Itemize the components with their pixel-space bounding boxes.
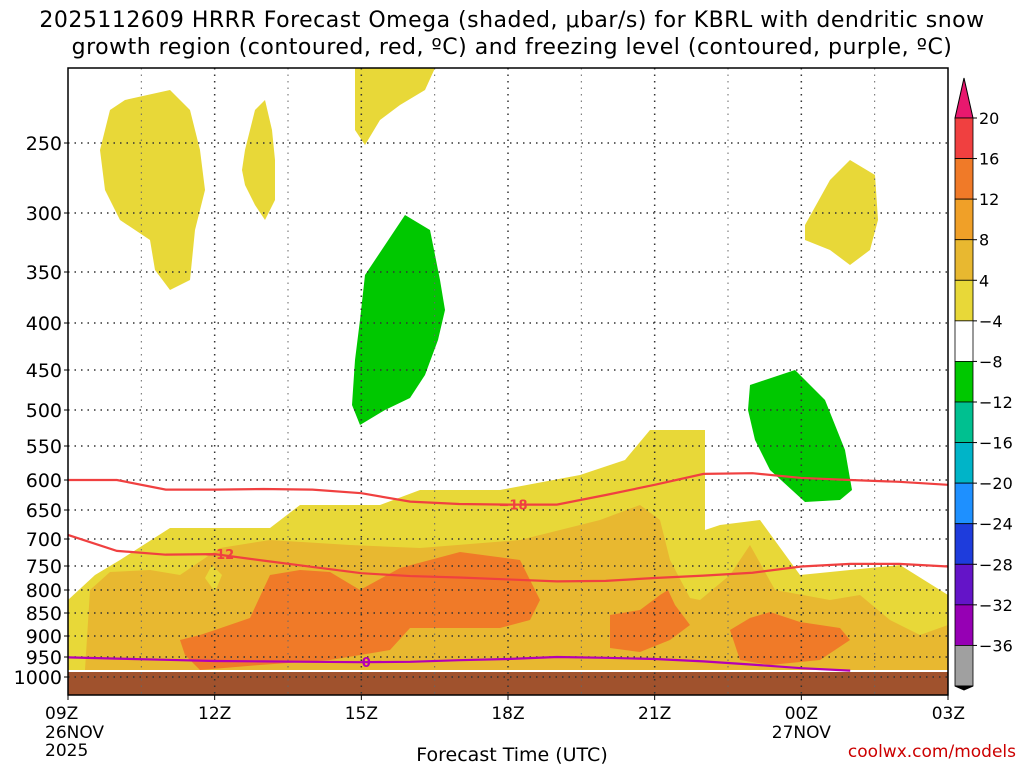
chart-title-line-1: 2025112609 HRRR Forecast Omega (shaded, … bbox=[39, 8, 985, 33]
y-tick-label: 800 bbox=[26, 580, 62, 602]
x-tick-label: 15Z bbox=[345, 704, 378, 724]
colorbar-band bbox=[954, 401, 974, 443]
y-tick-label: 700 bbox=[26, 529, 62, 551]
x-tick-label: 09Z bbox=[45, 704, 78, 724]
omega-neg4-neg8-cell-15z bbox=[352, 215, 445, 425]
omega-12-16-core-15z bbox=[180, 552, 540, 670]
y-tick-label: 750 bbox=[26, 556, 62, 578]
isotherm-0-line bbox=[68, 472, 949, 506]
colorbar-label: −4 bbox=[979, 312, 1003, 331]
y-tick-label: 400 bbox=[26, 313, 62, 335]
colorbar-band bbox=[954, 604, 974, 646]
colorbar-band bbox=[954, 320, 974, 362]
x-tick-sublabel: 26NOV bbox=[45, 723, 104, 743]
colorbar-band bbox=[954, 442, 974, 484]
y-tick-label: 300 bbox=[26, 203, 62, 225]
x-tick-label: 21Z bbox=[638, 704, 671, 724]
x-tick-sublabel-year: 2025 bbox=[45, 741, 88, 761]
credit-text[interactable]: coolwx.com/models bbox=[847, 742, 1016, 762]
x-axis-label: Forecast Time (UTC) bbox=[416, 744, 608, 766]
x-tick-sublabel: 27NOV bbox=[772, 723, 831, 743]
omega-4-8-upper-cell-15z bbox=[355, 68, 435, 145]
omega-4-8-upper-cell-13z bbox=[242, 100, 275, 220]
colorbar-label: 20 bbox=[979, 109, 999, 128]
colorbar-band bbox=[954, 198, 974, 241]
surface-below-ground bbox=[68, 672, 948, 695]
colorbar-label: 4 bbox=[979, 271, 989, 290]
isotherm-2-line bbox=[67, 655, 851, 672]
omega-12-16-core-00z bbox=[730, 612, 850, 665]
omega-neg4-neg8-cell-00z bbox=[748, 370, 852, 502]
x-tick-label: 18Z bbox=[491, 704, 524, 724]
x-tick-label: 12Z bbox=[198, 704, 231, 724]
colorbar-band bbox=[954, 482, 974, 525]
y-tick-label: 1000 bbox=[14, 667, 62, 689]
colorbar-label: −32 bbox=[979, 596, 1013, 615]
omega-12-16-core-21z bbox=[610, 590, 690, 652]
omega-4-8-hole-12z bbox=[205, 565, 222, 592]
colorbar-label: −24 bbox=[979, 515, 1013, 534]
colorbar-band bbox=[954, 239, 974, 281]
colorbar-bottom-arrow bbox=[954, 685, 974, 691]
colorbar-label: −8 bbox=[979, 352, 1003, 371]
colorbar-band bbox=[954, 645, 974, 687]
y-tick-label: 250 bbox=[26, 133, 62, 155]
colorbar-label: −36 bbox=[979, 636, 1013, 655]
y-tick-label: 600 bbox=[26, 470, 62, 492]
x-tick-label: 03Z bbox=[932, 704, 965, 724]
omega-4-8-upper-cell-10z bbox=[100, 90, 205, 290]
colorbar-label: −12 bbox=[979, 393, 1013, 412]
colorbar-label: −28 bbox=[979, 555, 1013, 574]
y-tick-label: 900 bbox=[26, 626, 62, 648]
colorbar-band bbox=[954, 361, 974, 403]
x-tick-label: 00Z bbox=[785, 704, 818, 724]
omega-shading-group bbox=[68, 68, 948, 670]
isotherm-label: −12 bbox=[205, 548, 234, 563]
isotherm-label: −18 bbox=[499, 499, 528, 514]
colorbar-band bbox=[954, 523, 974, 565]
colorbar-label: 8 bbox=[979, 231, 989, 250]
colorbar-band bbox=[954, 117, 974, 159]
colorbar-label: −16 bbox=[979, 434, 1013, 453]
isotherm-label: 0 bbox=[362, 656, 371, 671]
chart-title-line-2: growth region (contoured, red, ºC) and f… bbox=[71, 35, 953, 60]
colorbar-band bbox=[954, 279, 974, 322]
isotherm-1-line bbox=[67, 533, 949, 583]
y-tick-label: 500 bbox=[26, 400, 62, 422]
y-tick-label: 650 bbox=[26, 500, 62, 522]
y-tick-label: 550 bbox=[26, 436, 62, 458]
colorbar-label: 12 bbox=[979, 190, 999, 209]
y-tick-label: 850 bbox=[26, 603, 62, 625]
colorbar-label: −20 bbox=[979, 474, 1013, 493]
colorbar-band bbox=[954, 563, 974, 606]
y-tick-label: 950 bbox=[26, 647, 62, 669]
colorbar-top-arrow bbox=[954, 77, 974, 119]
y-tick-label: 350 bbox=[26, 262, 62, 284]
colorbar-label: 16 bbox=[979, 150, 999, 169]
y-tick-label: 450 bbox=[26, 360, 62, 382]
colorbar-band bbox=[954, 158, 974, 200]
